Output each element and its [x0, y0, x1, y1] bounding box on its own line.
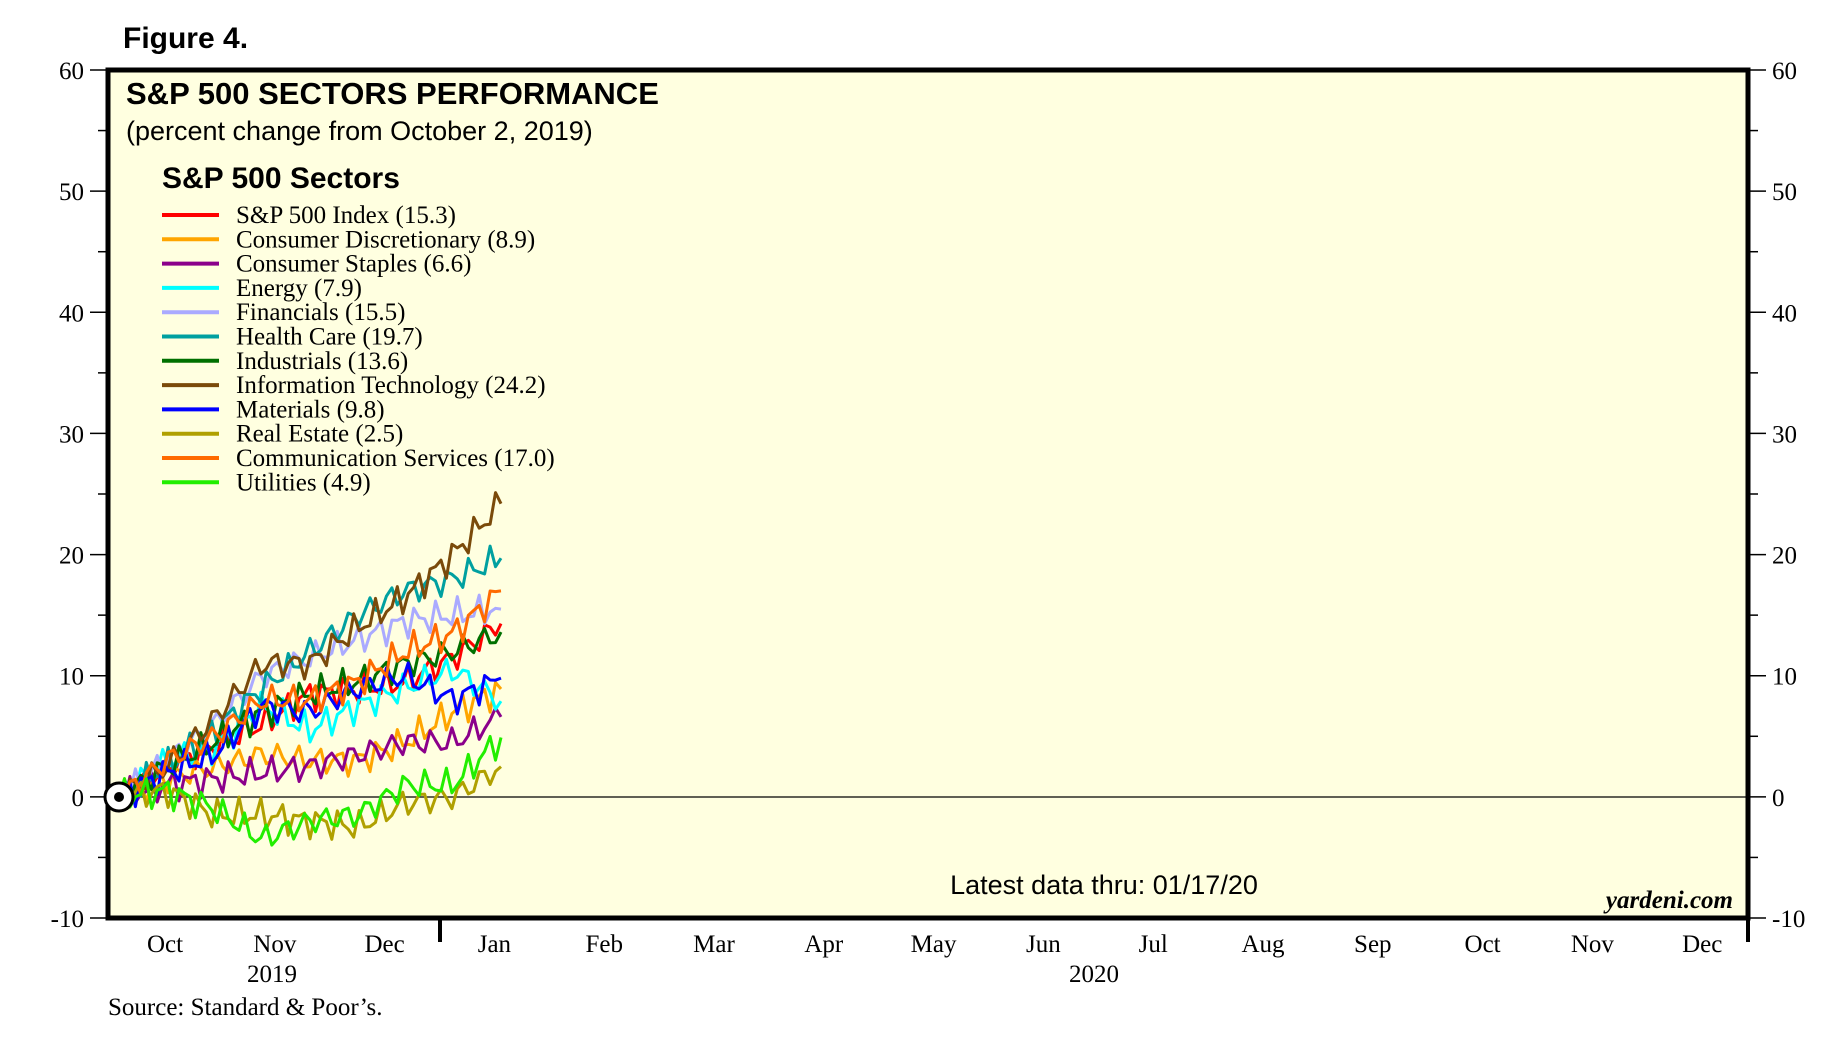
series-line [117, 765, 502, 841]
year-label: 2020 [1069, 961, 1119, 988]
y-tick-label-left: 40 [59, 300, 84, 327]
y-tick-label-right: 20 [1772, 543, 1797, 570]
x-tick-label: Apr [804, 931, 844, 958]
x-tick-label: Sep [1354, 931, 1392, 958]
source-note: Source: Standard & Poor’s. [108, 994, 383, 1021]
legend-label: Industrials (13.6) [236, 348, 408, 375]
year-label: 2019 [247, 961, 297, 988]
latest-data-note: Latest data thru: 01/17/20 [950, 870, 1258, 900]
left-y-axis: -10 0 10 20 30 40 50 60 [51, 58, 108, 933]
y-tick-label-right: 50 [1772, 179, 1797, 206]
y-tick-label-right: -10 [1772, 906, 1805, 933]
brand-label: yardeni.com [1603, 887, 1733, 914]
legend-label: Health Care (19.7) [236, 324, 423, 351]
legend-label: S&P 500 Index (15.3) [236, 202, 456, 229]
legend-label: Energy (7.9) [236, 275, 362, 302]
legend-label: Materials (9.8) [236, 396, 385, 423]
y-tick-label-right: 40 [1772, 300, 1797, 327]
x-tick-label: Jan [478, 931, 512, 958]
series-line [118, 589, 502, 799]
legend-label: Consumer Discretionary (8.9) [236, 226, 535, 253]
series-line [117, 706, 503, 805]
x-tick-label: Dec [364, 931, 404, 958]
y-tick-label-right: 30 [1772, 421, 1797, 448]
y-tick-label-left: 30 [59, 421, 84, 448]
y-tick-label-right: 0 [1772, 785, 1785, 812]
y-tick-label-right: 10 [1772, 664, 1797, 691]
series-line [117, 680, 503, 811]
series-lines [117, 491, 503, 847]
x-tick-label: Nov [253, 931, 297, 958]
legend-label: Financials (15.5) [236, 299, 405, 326]
x-tick-label: Oct [147, 931, 183, 958]
x-tick-label: Oct [1465, 931, 1501, 958]
legend-label: Information Technology (24.2) [236, 372, 546, 399]
x-axis: Oct Nov Dec Jan Feb Mar Apr May Jun Jul Aug Sep Oct N… [147, 918, 1750, 988]
legend-label: Real Estate (2.5) [236, 421, 403, 448]
figure-label: Figure 4. [123, 22, 248, 55]
chart-subtitle: (percent change from October 2, 2019) [126, 116, 593, 146]
start-marker [103, 781, 135, 813]
y-tick-label-left: 0 [72, 785, 85, 812]
y-tick-label-left: -10 [51, 906, 84, 933]
y-tick-label-left: 20 [59, 543, 84, 570]
legend: S&P 500 Index (15.3)Consumer Discretiona… [162, 202, 555, 496]
start-marker-dot [114, 792, 124, 802]
legend-label: Communication Services (17.0) [236, 445, 555, 472]
series-line [117, 657, 503, 798]
legend-title: S&P 500 Sectors [162, 162, 400, 195]
x-tick-label: Aug [1241, 931, 1285, 958]
x-tick-label: May [911, 931, 957, 958]
legend-label: Utilities (4.9) [236, 469, 371, 496]
x-tick-label: Mar [693, 931, 735, 958]
y-tick-label-left: 10 [59, 664, 84, 691]
plot-background [105, 67, 1751, 921]
x-tick-label: Jul [1139, 931, 1168, 958]
y-tick-label-left: 50 [59, 179, 84, 206]
legend-label: Consumer Staples (6.6) [236, 251, 471, 278]
x-tick-label: Dec [1682, 931, 1722, 958]
x-tick-label: Nov [1571, 931, 1615, 958]
y-tick-label-right: 60 [1772, 58, 1797, 85]
series-line [117, 734, 503, 847]
chart-title: S&P 500 SECTORS PERFORMANCE [126, 76, 659, 111]
y-tick-label-left: 60 [59, 58, 84, 85]
right-y-axis: -10 0 10 20 30 40 50 60 [1748, 58, 1805, 933]
x-tick-label: Feb [585, 931, 623, 958]
x-tick-label: Jun [1026, 931, 1061, 958]
